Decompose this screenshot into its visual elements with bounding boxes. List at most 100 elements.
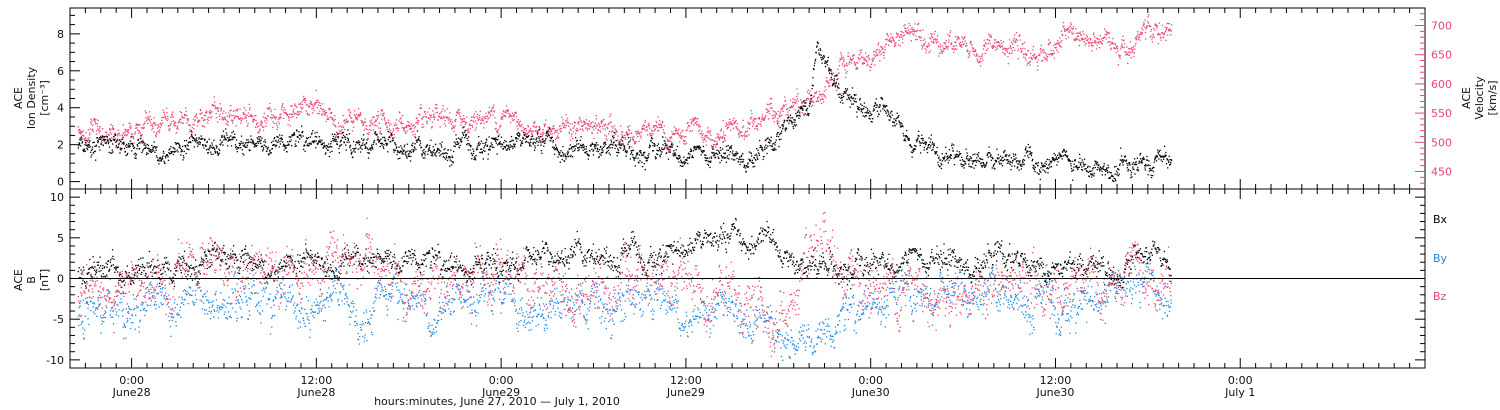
velocity-point [665,147,668,150]
velocity-point [893,45,896,47]
density-point [152,146,154,148]
velocity-point [945,40,947,42]
velocity-point [607,133,610,135]
velocity-point [402,122,404,125]
velocity-point [484,117,486,119]
velocity-point [712,144,715,146]
velocity-point [641,127,643,130]
density-point [489,146,491,148]
density-point [250,135,252,137]
density-point [136,148,138,150]
velocity-point [142,139,144,141]
velocity-point [993,42,996,44]
density-point [376,134,378,136]
velocity-point [820,93,822,96]
velocity-point [432,116,434,118]
velocity-point [687,121,689,124]
velocity-point [565,125,568,127]
velocity-point [287,116,290,118]
velocity-point [707,136,709,138]
velocity-point [534,121,536,123]
density-point [252,141,255,143]
density-point [386,144,388,146]
velocity-point [237,108,239,110]
velocity-point [674,133,676,135]
velocity-point [663,131,665,133]
velocity-point [224,116,226,119]
density-point [386,142,388,145]
velocity-point [1055,47,1057,49]
velocity-point [522,130,524,132]
velocity-point [824,86,826,88]
velocity-point [991,45,993,47]
velocity-point [293,113,295,115]
velocity-point [1093,35,1096,38]
velocity-point [295,105,297,107]
velocity-point [1079,40,1081,42]
velocity-point [901,36,903,38]
density-point [91,146,94,148]
velocity-point [340,133,342,135]
density-point [717,150,720,152]
density-point [514,143,516,145]
velocity-point [459,111,461,114]
velocity-point [1143,21,1145,24]
density-point [164,155,166,158]
density-point [406,156,408,158]
velocity-point [879,60,881,62]
velocity-point [767,109,769,111]
density-point [365,143,367,145]
velocity-point [642,127,644,130]
velocity-point [415,122,417,124]
velocity-point [343,120,345,122]
velocity-point [680,132,682,134]
velocity-point [342,115,344,117]
velocity-point [174,125,176,127]
velocity-point [683,140,685,142]
velocity-point [1145,38,1147,40]
velocity-point [388,119,390,121]
velocity-point [1075,39,1077,41]
velocity-point [256,122,258,125]
velocity-point [88,139,90,141]
density-point [473,150,475,152]
density-point [570,146,573,149]
velocity-point [117,129,119,131]
density-point [340,140,342,142]
density-point [447,149,449,151]
velocity-point [588,124,590,127]
velocity-point [121,134,123,136]
velocity-point [633,143,636,145]
density-point [377,138,379,140]
density-point [199,141,201,143]
velocity-point [258,131,260,133]
velocity-point [282,109,284,112]
density-point [359,141,361,143]
velocity-point [599,129,601,132]
velocity-point [730,123,733,125]
velocity-point [1014,40,1016,42]
velocity-point [269,106,271,109]
density-point [202,144,205,147]
density-point [720,159,723,162]
density-point [88,141,90,143]
velocity-point [131,135,133,137]
density-point [485,141,487,143]
velocity-point [898,44,900,46]
velocity-point [515,116,518,118]
velocity-point [881,48,884,50]
density-point [169,148,171,150]
velocity-point [649,127,651,129]
density-point [702,150,704,152]
density-point [491,137,493,139]
density-point [272,144,274,147]
velocity-point [649,133,651,135]
velocity-point [866,61,869,63]
velocity-point [614,128,616,130]
density-point [483,145,486,147]
velocity-point [855,62,857,64]
density-point [352,156,354,159]
density-point [543,140,545,142]
velocity-point [284,111,286,114]
density-point [443,157,446,159]
